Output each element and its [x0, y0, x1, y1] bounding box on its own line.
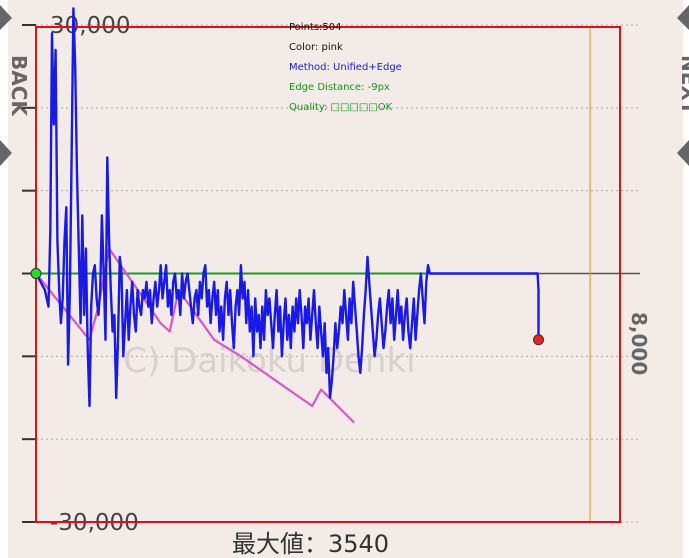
- method-info: Method: Unified+Edge: [289, 62, 402, 73]
- next-button[interactable]: NEXT: [677, 5, 689, 166]
- series-line-main: [34, 7, 540, 408]
- max-value-label: 最大値：3540: [232, 530, 389, 558]
- next-arrow-icon: [677, 140, 689, 166]
- next-arrow-icon: [677, 5, 689, 30]
- back-arrow-icon: [0, 5, 12, 30]
- marker-end: [533, 334, 545, 346]
- marker-start: [30, 268, 42, 279]
- edge-distance-info: Edge Distance: -9px: [289, 82, 390, 93]
- back-arrow-icon: [0, 140, 12, 166]
- right-value-label: 8,000: [627, 312, 651, 375]
- points-info: Points:504: [289, 22, 342, 33]
- next-label: NEXT: [677, 55, 689, 115]
- marker-group: [30, 268, 545, 346]
- quality-info: Quality: □□□□□OK: [289, 102, 393, 113]
- watermark: (C) Daikoku Denki: [110, 341, 416, 381]
- color-info: Color: pink: [289, 42, 343, 53]
- series-group: [34, 7, 540, 424]
